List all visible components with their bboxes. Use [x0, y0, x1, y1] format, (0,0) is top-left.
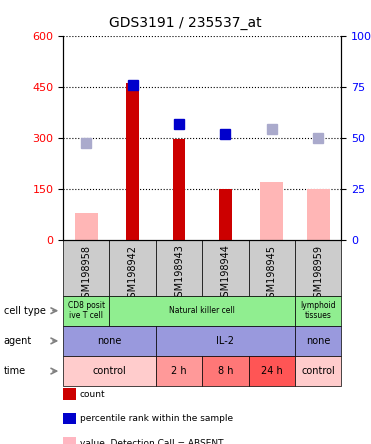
Text: count: count	[80, 390, 105, 399]
Bar	[109, 36, 156, 240]
Bar	[173, 139, 186, 240]
Bar	[75, 213, 98, 240]
Text: none: none	[306, 336, 330, 346]
Bar	[306, 189, 330, 240]
Bar	[202, 36, 249, 240]
Bar	[63, 36, 109, 240]
Text: 8 h: 8 h	[218, 366, 233, 376]
Bar	[156, 36, 202, 240]
Bar	[249, 36, 295, 240]
Bar	[295, 36, 341, 240]
Text: GDS3191 / 235537_at: GDS3191 / 235537_at	[109, 16, 262, 30]
Text: percentile rank within the sample: percentile rank within the sample	[80, 414, 233, 423]
Text: control: control	[301, 366, 335, 376]
Text: control: control	[93, 366, 126, 376]
Text: IL-2: IL-2	[216, 336, 234, 346]
Text: lymphoid
tissues: lymphoid tissues	[300, 301, 336, 321]
Bar	[126, 83, 139, 240]
Text: agent: agent	[4, 336, 32, 346]
Text: time: time	[4, 366, 26, 376]
Text: none: none	[97, 336, 122, 346]
Bar	[260, 182, 283, 240]
Text: cell type: cell type	[4, 306, 46, 316]
Text: 2 h: 2 h	[171, 366, 187, 376]
Text: value, Detection Call = ABSENT: value, Detection Call = ABSENT	[80, 439, 223, 444]
Bar	[219, 189, 232, 240]
Text: 24 h: 24 h	[261, 366, 283, 376]
Text: Natural killer cell: Natural killer cell	[169, 306, 235, 315]
Text: CD8 posit
ive T cell: CD8 posit ive T cell	[68, 301, 105, 321]
